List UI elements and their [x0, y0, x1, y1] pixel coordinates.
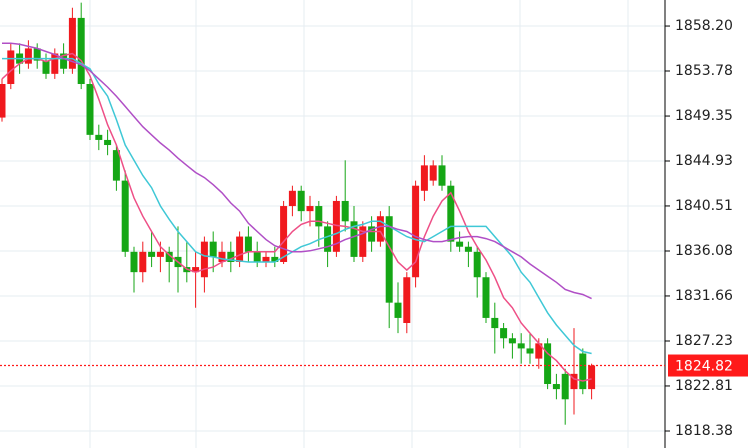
candle-body — [324, 226, 332, 252]
candle-body — [77, 17, 85, 85]
candle-body — [306, 206, 314, 212]
candle-body — [139, 251, 147, 273]
candle-body — [297, 190, 305, 212]
candle-body — [156, 251, 164, 257]
y-tick-label: 1840.51 — [675, 198, 733, 214]
candle-body — [517, 343, 525, 349]
candle-body — [412, 185, 420, 278]
candle-body — [104, 139, 112, 146]
candle-body — [236, 236, 244, 262]
candle-body — [165, 251, 173, 262]
candle-body — [227, 251, 235, 262]
moving-average-line — [2, 42, 592, 300]
candle-body — [473, 251, 481, 278]
candle-body — [376, 216, 384, 242]
candle-body — [464, 246, 472, 252]
moving-average-line — [2, 57, 592, 355]
y-tick-label: 1849.35 — [675, 108, 733, 124]
candle-body — [7, 50, 15, 85]
candle-body — [33, 48, 41, 61]
candle-body — [403, 277, 411, 324]
candle-body — [332, 200, 340, 252]
candle-body — [500, 328, 508, 339]
candle-body — [42, 60, 50, 74]
candle-body — [192, 267, 200, 273]
candle-body — [218, 251, 226, 262]
candle-body — [438, 165, 446, 186]
y-tick-label: 1831.66 — [675, 288, 733, 304]
candle-body — [200, 241, 208, 278]
candle-body — [508, 338, 516, 344]
y-tick-label: 1836.08 — [675, 243, 733, 259]
candle-body — [280, 206, 288, 262]
last-price-box — [668, 354, 748, 377]
candle-body — [350, 221, 358, 257]
y-tick-label: 1818.38 — [675, 423, 733, 439]
candle-body — [95, 134, 103, 140]
moving-average-line — [1, 52, 592, 382]
last-price-label: 1824.82 — [675, 359, 733, 375]
candle-body — [271, 256, 279, 262]
candle-body — [24, 48, 32, 64]
candle-body — [561, 373, 569, 400]
candle-body — [288, 190, 296, 207]
candle-body — [491, 317, 499, 329]
candle-body — [429, 165, 437, 181]
candle-body — [60, 53, 68, 69]
grid — [0, 0, 665, 448]
candle-body — [526, 348, 534, 354]
candle-body — [394, 302, 402, 318]
y-tick-label: 1858.20 — [675, 18, 733, 34]
candle-body — [315, 206, 323, 227]
candle-body — [148, 251, 156, 257]
candle-body — [0, 84, 6, 118]
y-tick-label: 1822.81 — [675, 378, 733, 394]
candle-body — [51, 53, 59, 74]
candle-body — [535, 343, 543, 359]
candle-body — [579, 353, 587, 390]
candle-body — [121, 180, 129, 252]
candle-body — [420, 165, 428, 191]
candle-body — [262, 256, 270, 262]
candle-body — [130, 251, 138, 273]
candle-body — [359, 226, 367, 257]
candle-body — [552, 384, 560, 390]
candle-body — [341, 200, 349, 222]
candle-body — [244, 236, 252, 252]
candle-body — [482, 277, 490, 318]
candle-body — [368, 226, 376, 242]
candle-body — [456, 241, 464, 247]
candle-body — [68, 17, 76, 69]
y-tick-label: 1827.23 — [675, 333, 733, 349]
candle-body — [544, 343, 552, 385]
candle-body — [570, 373, 578, 390]
candle-body — [253, 251, 261, 262]
candle-body — [447, 185, 455, 242]
y-tick-label: 1844.93 — [675, 153, 733, 169]
candle-body — [86, 84, 94, 135]
y-tick-label: 1853.78 — [675, 63, 733, 79]
plot — [0, 2, 596, 425]
candle-body — [209, 241, 217, 257]
candle-body — [385, 216, 393, 303]
candle-body — [588, 365, 596, 390]
candle-body — [112, 150, 120, 181]
